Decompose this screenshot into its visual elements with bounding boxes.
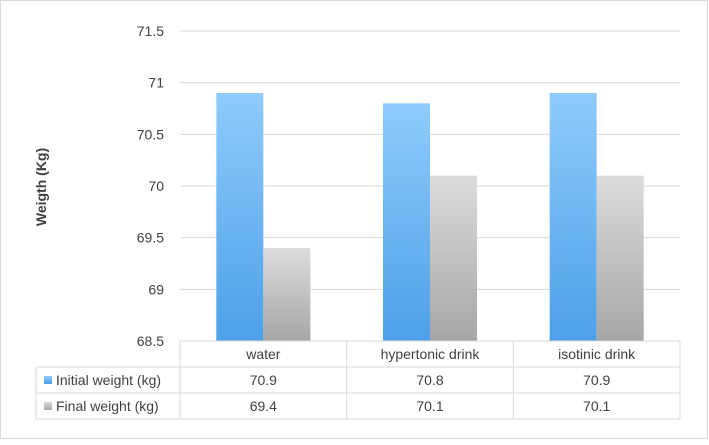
data-value: 69.4 (250, 398, 277, 414)
legend-label-final: Final weight (kg) (56, 398, 159, 414)
category-label: hypertonic drink (381, 346, 481, 362)
data-value: 70.9 (583, 372, 610, 388)
y-tick-label: 70 (148, 178, 164, 194)
data-value: 70.1 (416, 398, 443, 414)
legend-key-initial (44, 376, 52, 384)
category-label: isotinic drink (558, 346, 636, 362)
bar-initial-0 (216, 93, 264, 341)
category-label: water (245, 346, 281, 362)
bar-initial-2 (549, 93, 597, 341)
legend-key-final (44, 402, 52, 410)
y-tick-label: 71 (148, 75, 164, 91)
y-tick-label: 69 (148, 281, 164, 297)
legend-label-initial: Initial weight (kg) (56, 372, 161, 388)
bar-final-0 (263, 248, 311, 341)
bar-final-1 (430, 175, 477, 341)
y-tick-label: 71.5 (137, 23, 164, 39)
bar-initial-1 (383, 103, 430, 341)
data-value: 70.1 (583, 398, 610, 414)
data-value: 70.8 (416, 372, 443, 388)
y-tick-label: 70.5 (137, 126, 164, 142)
y-axis-label: Weigth (Kg) (33, 148, 49, 226)
data-value: 70.9 (250, 372, 277, 388)
y-tick-label: 69.5 (137, 230, 164, 246)
bar-final-2 (596, 175, 644, 341)
y-tick-label: 68.5 (137, 333, 164, 349)
